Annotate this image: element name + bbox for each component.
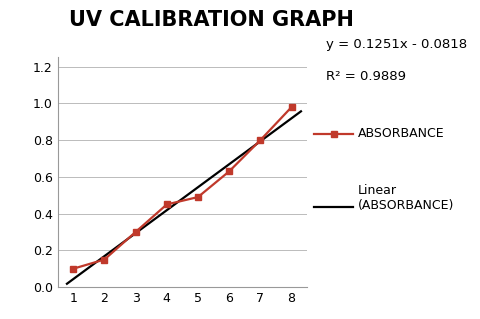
Text: R² = 0.9889: R² = 0.9889 [326,70,407,83]
Text: Linear
(ABSORBANCE): Linear (ABSORBANCE) [358,184,454,212]
Text: UV CALIBRATION GRAPH: UV CALIBRATION GRAPH [69,10,354,30]
Text: y = 0.1251x - 0.0818: y = 0.1251x - 0.0818 [326,38,468,51]
Text: ABSORBANCE: ABSORBANCE [358,128,444,140]
